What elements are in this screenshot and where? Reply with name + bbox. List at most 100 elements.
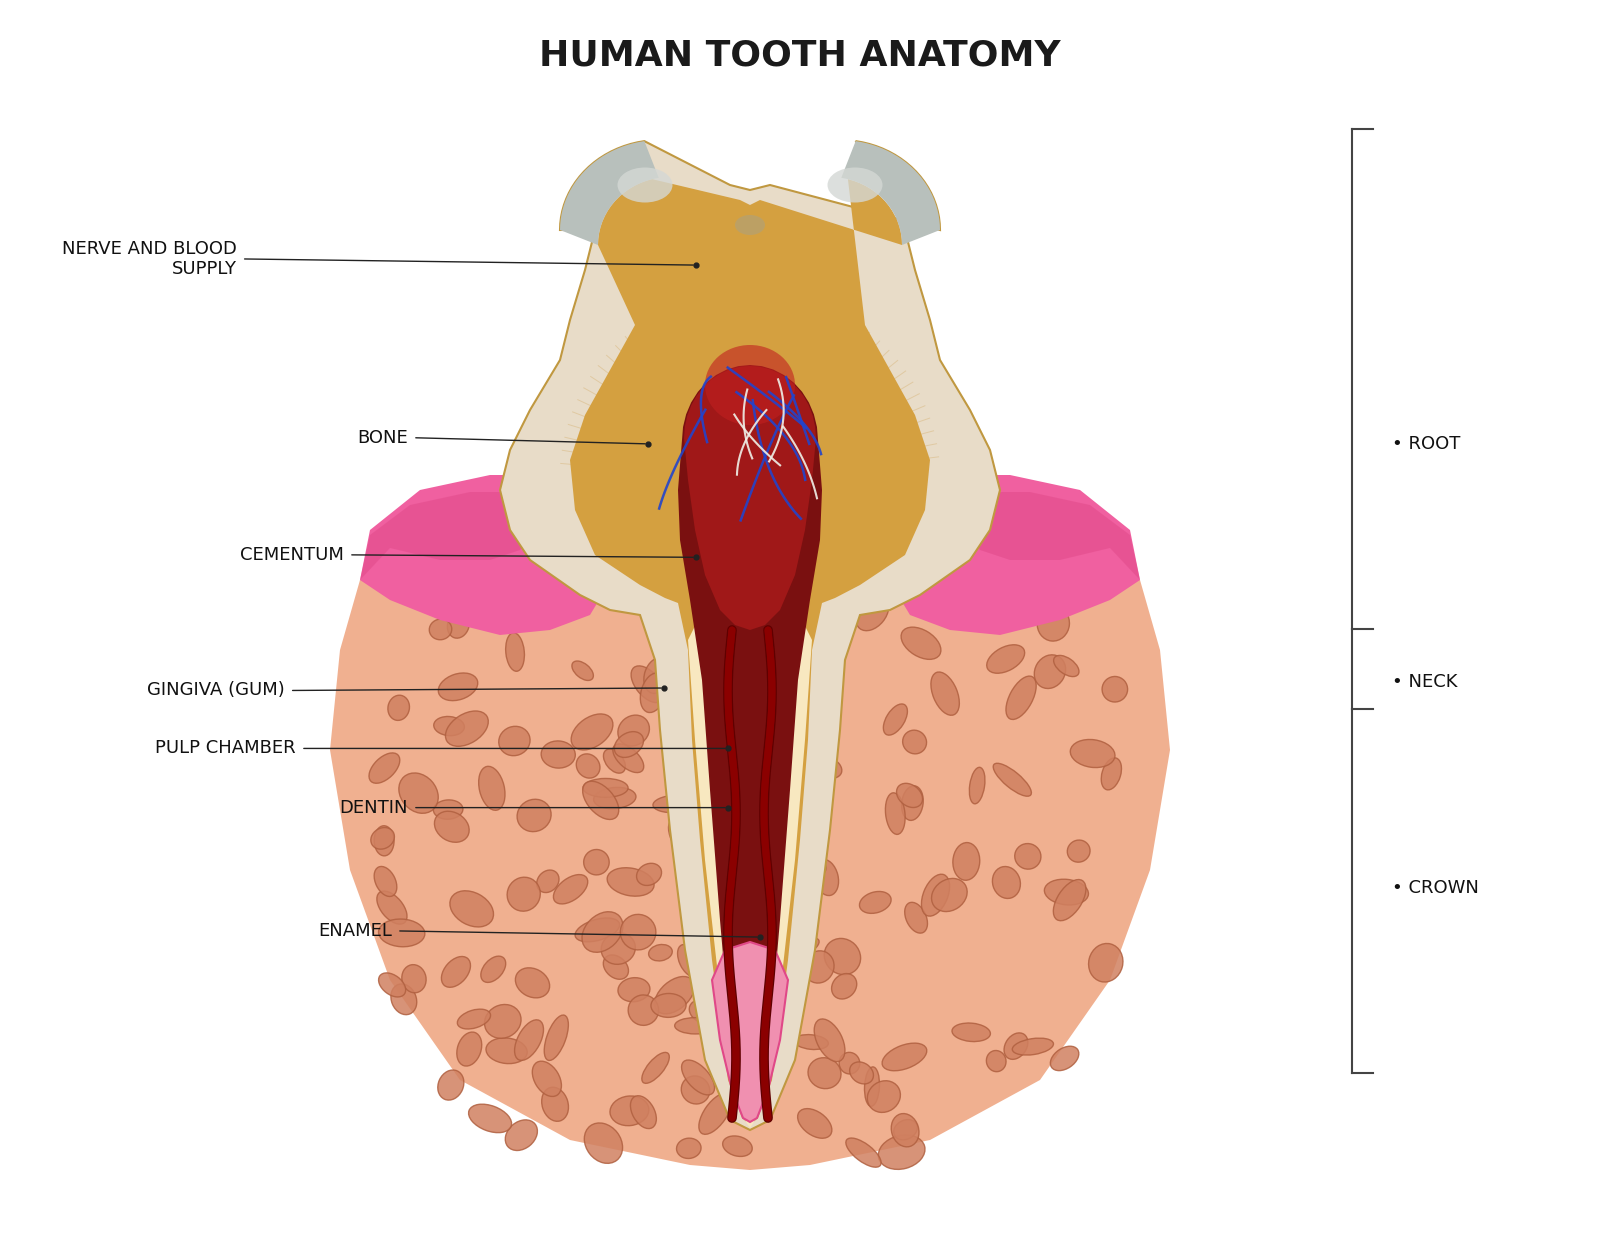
Ellipse shape xyxy=(1005,1033,1027,1059)
Polygon shape xyxy=(685,366,816,630)
Ellipse shape xyxy=(486,1038,528,1064)
Ellipse shape xyxy=(986,1051,1006,1071)
Ellipse shape xyxy=(811,756,842,778)
Ellipse shape xyxy=(675,1017,715,1034)
Ellipse shape xyxy=(867,1081,901,1112)
Ellipse shape xyxy=(992,867,1021,899)
Ellipse shape xyxy=(832,974,856,999)
Ellipse shape xyxy=(760,633,790,655)
Polygon shape xyxy=(560,141,659,245)
Ellipse shape xyxy=(771,577,792,594)
Ellipse shape xyxy=(702,866,725,893)
Ellipse shape xyxy=(826,605,858,626)
Ellipse shape xyxy=(499,726,530,756)
Ellipse shape xyxy=(584,850,610,875)
Ellipse shape xyxy=(827,168,883,202)
Ellipse shape xyxy=(517,799,550,831)
Ellipse shape xyxy=(808,704,835,745)
Ellipse shape xyxy=(734,215,765,236)
Ellipse shape xyxy=(533,1062,562,1096)
Ellipse shape xyxy=(642,1053,669,1084)
Ellipse shape xyxy=(438,673,478,700)
Ellipse shape xyxy=(675,676,710,713)
Ellipse shape xyxy=(1054,656,1078,677)
Ellipse shape xyxy=(779,620,805,663)
Ellipse shape xyxy=(760,917,798,937)
Ellipse shape xyxy=(722,771,749,798)
Ellipse shape xyxy=(882,1043,926,1070)
Ellipse shape xyxy=(995,587,1011,604)
Text: • ROOT: • ROOT xyxy=(1392,435,1461,453)
Ellipse shape xyxy=(654,977,694,1014)
Ellipse shape xyxy=(856,596,888,631)
Ellipse shape xyxy=(926,578,947,608)
Ellipse shape xyxy=(606,868,654,896)
Polygon shape xyxy=(842,141,941,245)
Text: ENAMEL: ENAMEL xyxy=(318,922,392,940)
Text: GINGIVA (GUM): GINGIVA (GUM) xyxy=(147,682,285,699)
Ellipse shape xyxy=(824,938,861,975)
Ellipse shape xyxy=(614,731,643,757)
Text: DENTIN: DENTIN xyxy=(339,799,408,816)
Ellipse shape xyxy=(878,1134,925,1169)
Ellipse shape xyxy=(931,672,960,715)
Ellipse shape xyxy=(1053,879,1086,921)
Ellipse shape xyxy=(798,1108,832,1138)
Ellipse shape xyxy=(482,956,506,983)
Ellipse shape xyxy=(438,1070,464,1100)
Ellipse shape xyxy=(885,793,906,835)
Ellipse shape xyxy=(445,711,488,746)
Ellipse shape xyxy=(1102,677,1128,702)
Ellipse shape xyxy=(630,1096,656,1128)
Ellipse shape xyxy=(838,1052,859,1074)
Ellipse shape xyxy=(637,863,661,885)
Ellipse shape xyxy=(515,1020,544,1060)
Ellipse shape xyxy=(648,944,672,961)
Ellipse shape xyxy=(1037,605,1069,641)
Polygon shape xyxy=(688,605,813,1128)
Ellipse shape xyxy=(536,870,558,893)
Ellipse shape xyxy=(378,891,406,924)
Ellipse shape xyxy=(653,795,698,813)
Polygon shape xyxy=(360,475,610,635)
Ellipse shape xyxy=(574,919,619,942)
Ellipse shape xyxy=(786,581,811,613)
Ellipse shape xyxy=(610,1096,650,1126)
Ellipse shape xyxy=(710,840,736,863)
Ellipse shape xyxy=(917,561,942,588)
Ellipse shape xyxy=(541,741,576,768)
Ellipse shape xyxy=(902,730,926,753)
Text: BONE: BONE xyxy=(357,429,408,446)
Ellipse shape xyxy=(600,561,624,587)
Ellipse shape xyxy=(571,661,594,681)
Ellipse shape xyxy=(894,1120,917,1139)
Ellipse shape xyxy=(1070,740,1115,768)
Text: HUMAN TOOTH ANATOMY: HUMAN TOOTH ANATOMY xyxy=(539,38,1061,72)
Ellipse shape xyxy=(515,968,550,997)
Polygon shape xyxy=(890,475,1139,635)
Ellipse shape xyxy=(904,903,928,933)
Ellipse shape xyxy=(1050,1047,1078,1070)
Ellipse shape xyxy=(850,1062,874,1084)
Ellipse shape xyxy=(602,932,635,964)
Ellipse shape xyxy=(677,944,699,977)
Ellipse shape xyxy=(640,673,666,713)
Ellipse shape xyxy=(544,1015,568,1060)
Ellipse shape xyxy=(901,628,941,660)
Ellipse shape xyxy=(629,995,659,1026)
Ellipse shape xyxy=(787,938,819,958)
Polygon shape xyxy=(570,179,930,1124)
Text: • NECK: • NECK xyxy=(1392,673,1458,690)
Ellipse shape xyxy=(683,838,715,853)
Polygon shape xyxy=(712,942,787,1122)
Ellipse shape xyxy=(630,666,664,703)
Ellipse shape xyxy=(618,978,650,1001)
Ellipse shape xyxy=(379,919,426,947)
Ellipse shape xyxy=(678,721,712,750)
Ellipse shape xyxy=(677,1138,701,1159)
Ellipse shape xyxy=(739,935,781,968)
Ellipse shape xyxy=(691,563,718,600)
Ellipse shape xyxy=(1013,1038,1053,1055)
Ellipse shape xyxy=(994,763,1032,797)
Ellipse shape xyxy=(1045,879,1088,905)
